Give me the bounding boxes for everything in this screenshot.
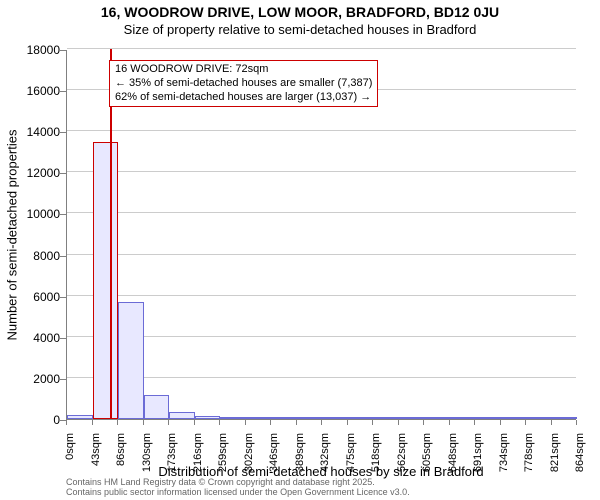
y-tick-label: 14000 bbox=[0, 125, 60, 139]
histogram-bar bbox=[246, 417, 272, 419]
x-tick-mark bbox=[576, 420, 577, 425]
x-tick-mark bbox=[219, 420, 220, 425]
y-tick-label: 16000 bbox=[0, 84, 60, 98]
histogram-bar bbox=[220, 417, 246, 419]
y-tick-label: 6000 bbox=[0, 290, 60, 304]
gridline bbox=[67, 212, 576, 213]
callout-box: 16 WOODROW DRIVE: 72sqm ← 35% of semi-de… bbox=[109, 60, 378, 107]
histogram-bar bbox=[399, 417, 425, 419]
footnote-line2: Contains public sector information licen… bbox=[66, 487, 410, 497]
callout-line2: ← 35% of semi-detached houses are smalle… bbox=[115, 77, 372, 91]
gridline bbox=[67, 130, 576, 131]
x-axis: 0sqm43sqm86sqm130sqm173sqm216sqm259sqm30… bbox=[66, 420, 576, 470]
histogram-bar bbox=[297, 417, 323, 419]
y-tick-label: 12000 bbox=[0, 166, 60, 180]
histogram-bar bbox=[118, 302, 144, 419]
callout-line3: 62% of semi-detached houses are larger (… bbox=[115, 91, 372, 105]
y-tick-label: 4000 bbox=[0, 331, 60, 345]
histogram-bar bbox=[322, 417, 348, 419]
histogram-bar bbox=[67, 415, 93, 419]
gridline bbox=[67, 295, 576, 296]
footnote-line1: Contains HM Land Registry data © Crown c… bbox=[66, 477, 375, 487]
histogram-bar bbox=[373, 417, 399, 419]
chart-title-line2: Size of property relative to semi-detach… bbox=[0, 22, 600, 37]
histogram-bar bbox=[526, 417, 552, 419]
x-tick-label: 0sqm bbox=[64, 433, 76, 460]
histogram-bar bbox=[93, 142, 119, 420]
x-tick-mark bbox=[398, 420, 399, 425]
callout-line1: 16 WOODROW DRIVE: 72sqm bbox=[115, 63, 372, 77]
histogram-bar bbox=[348, 417, 374, 419]
x-tick-mark bbox=[525, 420, 526, 425]
x-tick-mark bbox=[474, 420, 475, 425]
x-tick-mark bbox=[500, 420, 501, 425]
x-tick-mark bbox=[194, 420, 195, 425]
histogram-bar bbox=[195, 416, 221, 419]
x-tick-mark bbox=[551, 420, 552, 425]
x-tick-mark bbox=[347, 420, 348, 425]
footnote: Contains HM Land Registry data © Crown c… bbox=[66, 478, 410, 498]
histogram-bar bbox=[450, 417, 476, 419]
histogram-bar bbox=[424, 417, 450, 419]
gridline bbox=[67, 48, 576, 49]
x-tick-mark bbox=[117, 420, 118, 425]
histogram-bar bbox=[552, 417, 578, 419]
x-tick-mark bbox=[270, 420, 271, 425]
chart-title-line1: 16, WOODROW DRIVE, LOW MOOR, BRADFORD, B… bbox=[0, 4, 600, 20]
x-tick-mark bbox=[66, 420, 67, 425]
x-tick-mark bbox=[168, 420, 169, 425]
x-tick-mark bbox=[423, 420, 424, 425]
histogram-chart: 16, WOODROW DRIVE, LOW MOOR, BRADFORD, B… bbox=[0, 0, 600, 500]
plot-area: 16 WOODROW DRIVE: 72sqm ← 35% of semi-de… bbox=[66, 50, 576, 420]
gridline bbox=[67, 171, 576, 172]
histogram-bar bbox=[169, 412, 195, 419]
x-tick-mark bbox=[245, 420, 246, 425]
x-tick-mark bbox=[143, 420, 144, 425]
x-tick-mark bbox=[296, 420, 297, 425]
x-tick-mark bbox=[92, 420, 93, 425]
histogram-bar bbox=[475, 417, 501, 419]
y-tick-label: 8000 bbox=[0, 249, 60, 263]
x-tick-label: 43sqm bbox=[90, 433, 102, 466]
gridline bbox=[67, 254, 576, 255]
x-tick-mark bbox=[449, 420, 450, 425]
y-tick-label: 2000 bbox=[0, 372, 60, 386]
y-tick-label: 10000 bbox=[0, 207, 60, 221]
y-axis: 0200040006000800010000120001400016000180… bbox=[0, 50, 60, 420]
histogram-bar bbox=[271, 417, 297, 419]
x-tick-label: 86sqm bbox=[115, 433, 127, 466]
x-tick-mark bbox=[321, 420, 322, 425]
histogram-bar bbox=[144, 395, 170, 419]
x-tick-mark bbox=[372, 420, 373, 425]
y-tick-label: 18000 bbox=[0, 43, 60, 57]
histogram-bar bbox=[501, 417, 527, 419]
y-tick-label: 0 bbox=[0, 413, 60, 427]
